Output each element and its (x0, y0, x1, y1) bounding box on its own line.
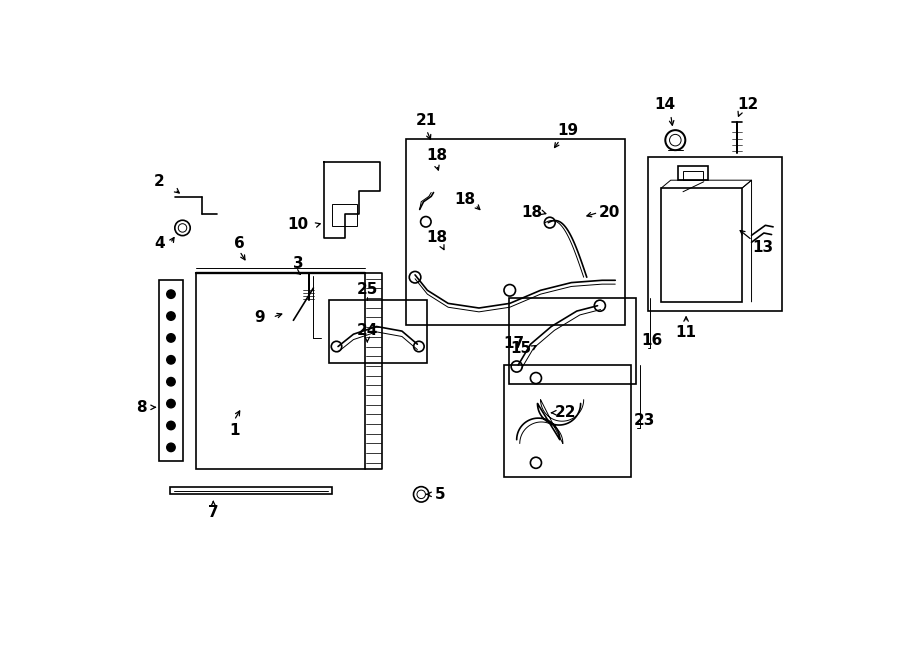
Text: 10: 10 (287, 217, 309, 233)
Circle shape (166, 377, 176, 386)
Text: 23: 23 (634, 413, 655, 428)
Bar (683, 171, 703, 180)
Bar (332, 204, 356, 226)
Bar (170, 486, 332, 494)
Text: 14: 14 (654, 97, 676, 112)
Bar (406, 139, 626, 325)
Text: 9: 9 (254, 310, 265, 325)
Circle shape (166, 334, 176, 342)
Text: 18: 18 (521, 205, 543, 220)
Text: 24: 24 (356, 323, 378, 338)
Text: 22: 22 (554, 405, 576, 420)
Circle shape (166, 443, 176, 451)
Text: 21: 21 (416, 112, 437, 128)
Bar (504, 365, 631, 477)
Text: 20: 20 (598, 205, 620, 220)
Text: 18: 18 (454, 192, 476, 207)
Text: 25: 25 (356, 282, 378, 297)
Text: 17: 17 (503, 336, 524, 351)
Circle shape (166, 421, 176, 430)
Bar (195, 272, 365, 469)
Bar (159, 280, 183, 461)
Text: 3: 3 (292, 256, 303, 271)
Circle shape (166, 356, 176, 364)
Bar (648, 157, 782, 311)
Text: 16: 16 (642, 333, 662, 348)
Text: 18: 18 (426, 148, 447, 163)
Circle shape (166, 290, 176, 298)
Circle shape (166, 399, 176, 408)
Bar (679, 167, 707, 180)
Text: 7: 7 (208, 505, 219, 520)
Text: 18: 18 (426, 231, 447, 245)
Bar (328, 300, 428, 364)
Text: 5: 5 (435, 487, 445, 502)
Text: 11: 11 (676, 325, 697, 340)
Text: 19: 19 (557, 123, 578, 137)
Text: 1: 1 (229, 423, 239, 438)
Text: 6: 6 (234, 236, 245, 251)
Bar (662, 188, 742, 302)
Text: 8: 8 (137, 400, 147, 415)
Text: 13: 13 (752, 241, 774, 255)
Text: 12: 12 (737, 97, 759, 112)
Text: 4: 4 (154, 236, 165, 251)
Text: 15: 15 (510, 340, 532, 356)
Circle shape (166, 312, 176, 321)
Bar (509, 298, 636, 384)
Text: 2: 2 (154, 175, 165, 189)
